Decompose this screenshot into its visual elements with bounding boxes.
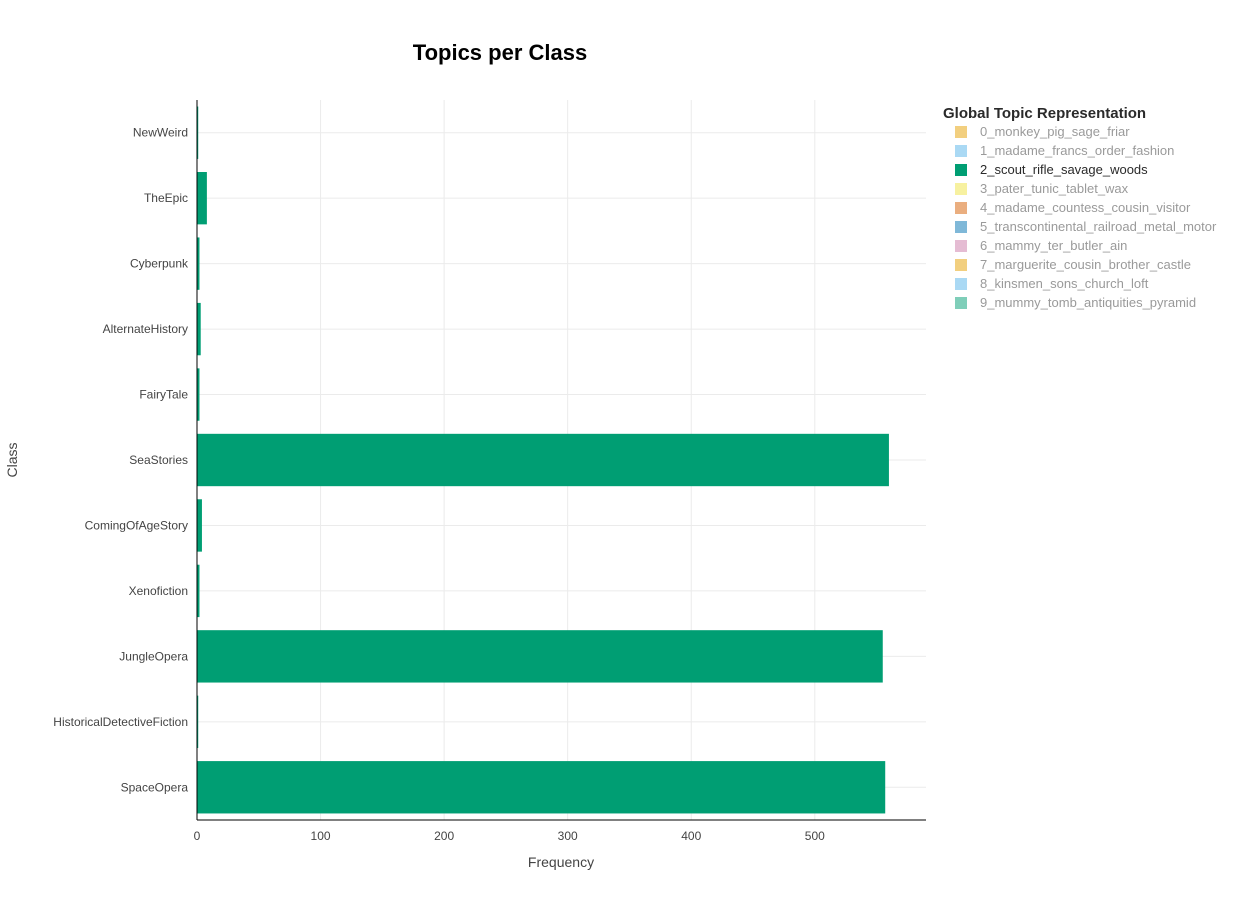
legend-item[interactable]: 5_transcontinental_railroad_metal_motor bbox=[955, 219, 1217, 234]
bar-FairyTale[interactable] bbox=[197, 368, 200, 421]
legend-item[interactable]: 6_mammy_ter_butler_ain bbox=[955, 238, 1127, 253]
legend-label: 8_kinsmen_sons_church_loft bbox=[980, 276, 1149, 291]
bar-JungleOpera[interactable] bbox=[197, 630, 883, 683]
legend-label: 9_mummy_tomb_antiquities_pyramid bbox=[980, 295, 1196, 310]
legend-item[interactable]: 1_madame_francs_order_fashion bbox=[955, 143, 1174, 158]
legend-item[interactable]: 8_kinsmen_sons_church_loft bbox=[955, 276, 1149, 291]
y-tick-label: FairyTale bbox=[139, 388, 188, 402]
y-tick-label: ComingOfAgeStory bbox=[85, 518, 188, 532]
legend-label: 5_transcontinental_railroad_metal_motor bbox=[980, 219, 1217, 234]
legend: 0_monkey_pig_sage_friar 1_madame_francs_o… bbox=[955, 124, 1217, 310]
legend-item[interactable]: 9_mummy_tomb_antiquities_pyramid bbox=[955, 295, 1196, 310]
y-tick-label: Cyberpunk bbox=[130, 257, 189, 271]
legend-label: 4_madame_countess_cousin_visitor bbox=[980, 200, 1191, 215]
legend-swatch bbox=[955, 126, 967, 138]
legend-label: 6_mammy_ter_butler_ain bbox=[980, 238, 1127, 253]
x-axis-title: Frequency bbox=[528, 854, 594, 870]
y-tick-label: AlternateHistory bbox=[103, 322, 188, 336]
legend-item[interactable]: 4_madame_countess_cousin_visitor bbox=[955, 200, 1191, 215]
legend-swatch bbox=[955, 221, 967, 233]
legend-title: Global Topic Representation bbox=[943, 105, 1146, 122]
y-tick-label: HistoricalDetectiveFiction bbox=[53, 715, 188, 729]
bar-Cyberpunk[interactable] bbox=[197, 237, 200, 290]
legend-swatch bbox=[955, 145, 967, 157]
bar-Xenofiction[interactable] bbox=[197, 564, 200, 618]
bar-HistoricalDetectiveFiction[interactable] bbox=[197, 695, 199, 748]
legend-swatch bbox=[955, 240, 967, 252]
legend-swatch bbox=[955, 259, 967, 271]
legend-item[interactable]: 7_marguerite_cousin_brother_castle bbox=[955, 257, 1191, 272]
y-tick-labels: NewWeird TheEpic Cyberpunk AlternateHistory… bbox=[53, 126, 189, 795]
x-tick-label: 200 bbox=[434, 829, 454, 843]
x-tick-labels: 0 100 200 300 400 500 bbox=[194, 829, 825, 843]
bar-AlternateHistory[interactable] bbox=[197, 302, 201, 356]
legend-swatch bbox=[955, 202, 967, 214]
legend-label: 1_madame_francs_order_fashion bbox=[980, 143, 1174, 158]
legend-label: 0_monkey_pig_sage_friar bbox=[980, 124, 1130, 139]
legend-swatch bbox=[955, 183, 967, 195]
legend-swatch bbox=[955, 278, 967, 290]
y-tick-label: NewWeird bbox=[133, 126, 188, 140]
y-tick-label: Xenofiction bbox=[129, 584, 188, 598]
chart-title: Topics per Class bbox=[413, 40, 587, 65]
legend-label: 3_pater_tunic_tablet_wax bbox=[980, 181, 1129, 196]
legend-item[interactable]: 0_monkey_pig_sage_friar bbox=[955, 124, 1130, 139]
x-tick-label: 100 bbox=[311, 829, 331, 843]
x-tick-label: 400 bbox=[681, 829, 701, 843]
legend-item[interactable]: 3_pater_tunic_tablet_wax bbox=[955, 181, 1129, 196]
bar-ComingOfAgeStory[interactable] bbox=[197, 499, 202, 552]
y-tick-label: SeaStories bbox=[129, 453, 188, 467]
x-tick-label: 500 bbox=[805, 829, 825, 843]
y-tick-label: TheEpic bbox=[144, 191, 188, 205]
legend-swatch bbox=[955, 297, 967, 309]
bar-TheEpic[interactable] bbox=[197, 172, 207, 225]
legend-swatch bbox=[955, 164, 967, 176]
y-tick-label: SpaceOpera bbox=[121, 780, 189, 794]
bars bbox=[197, 106, 889, 814]
bar-NewWeird[interactable] bbox=[197, 106, 199, 159]
x-tick-label: 300 bbox=[558, 829, 578, 843]
y-tick-label: JungleOpera bbox=[119, 649, 188, 663]
bar-SpaceOpera[interactable] bbox=[197, 761, 886, 814]
legend-label: 2_scout_rifle_savage_woods bbox=[980, 162, 1148, 177]
y-axis-title: Class bbox=[4, 442, 20, 477]
bar-SeaStories[interactable] bbox=[197, 433, 889, 487]
legend-label: 7_marguerite_cousin_brother_castle bbox=[980, 257, 1191, 272]
x-tick-label: 0 bbox=[194, 829, 201, 843]
legend-item[interactable]: 2_scout_rifle_savage_woods bbox=[955, 162, 1148, 177]
axes bbox=[196, 100, 926, 821]
